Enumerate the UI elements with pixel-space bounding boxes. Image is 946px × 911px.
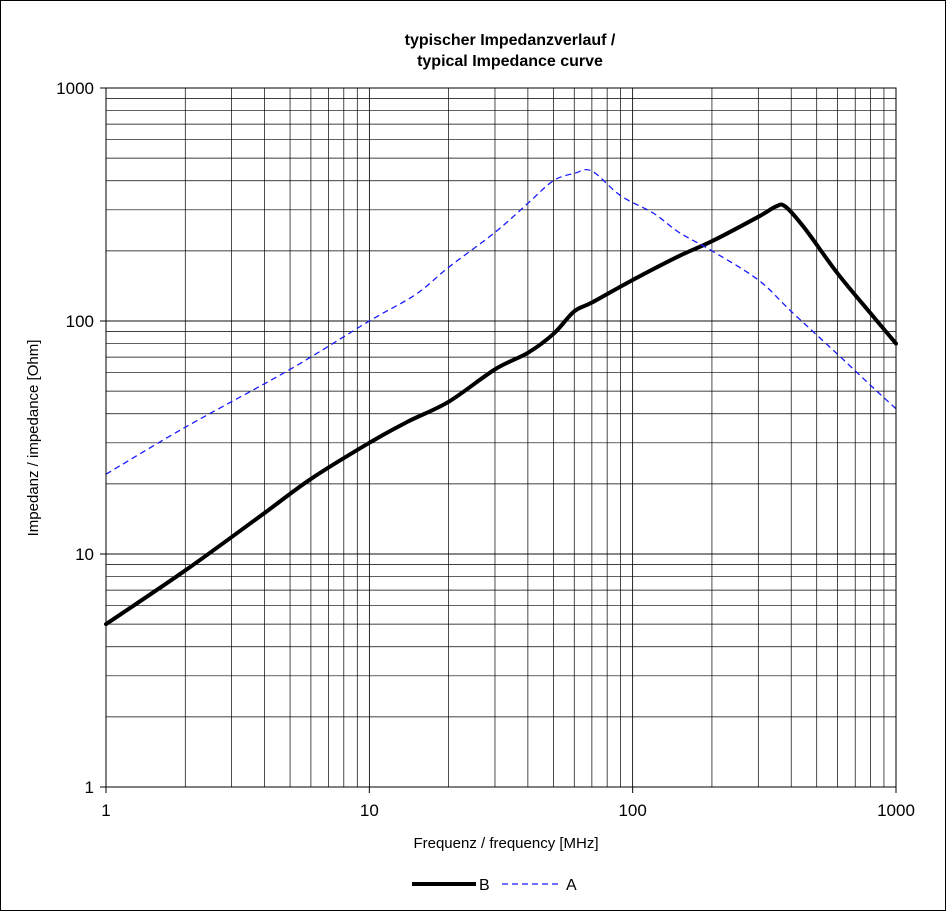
- x-tick-label: 1000: [877, 801, 915, 820]
- y-tick-label: 100: [66, 312, 94, 331]
- y-tick-label: 1: [85, 778, 94, 797]
- plot-area-border: [105, 87, 897, 788]
- legend: B A: [412, 877, 577, 894]
- y-axis-label: Impedanz / impedance [Ohm]: [25, 340, 42, 537]
- series-line-a: [105, 168, 897, 475]
- x-axis-label: Frequenz / frequency [MHz]: [413, 835, 598, 852]
- legend-label-a: A: [566, 877, 577, 894]
- series-group: [104, 168, 898, 627]
- x-tick-label: 10: [360, 801, 379, 820]
- grid-lines: [105, 87, 897, 788]
- chart-title-line1: typischer Impedanzverlauf /: [405, 32, 616, 49]
- x-tick-label: 100: [618, 801, 646, 820]
- series-line-b: [104, 202, 898, 627]
- y-tick-label: 10: [75, 545, 94, 564]
- chart-title-line2: typical Impedance curve: [417, 53, 603, 70]
- x-tick-label: 1: [101, 801, 110, 820]
- tick-labels: 1 10 100 1000 1 10 100 1000: [56, 79, 915, 820]
- legend-label-b: B: [479, 877, 490, 894]
- y-tick-label: 1000: [56, 79, 94, 98]
